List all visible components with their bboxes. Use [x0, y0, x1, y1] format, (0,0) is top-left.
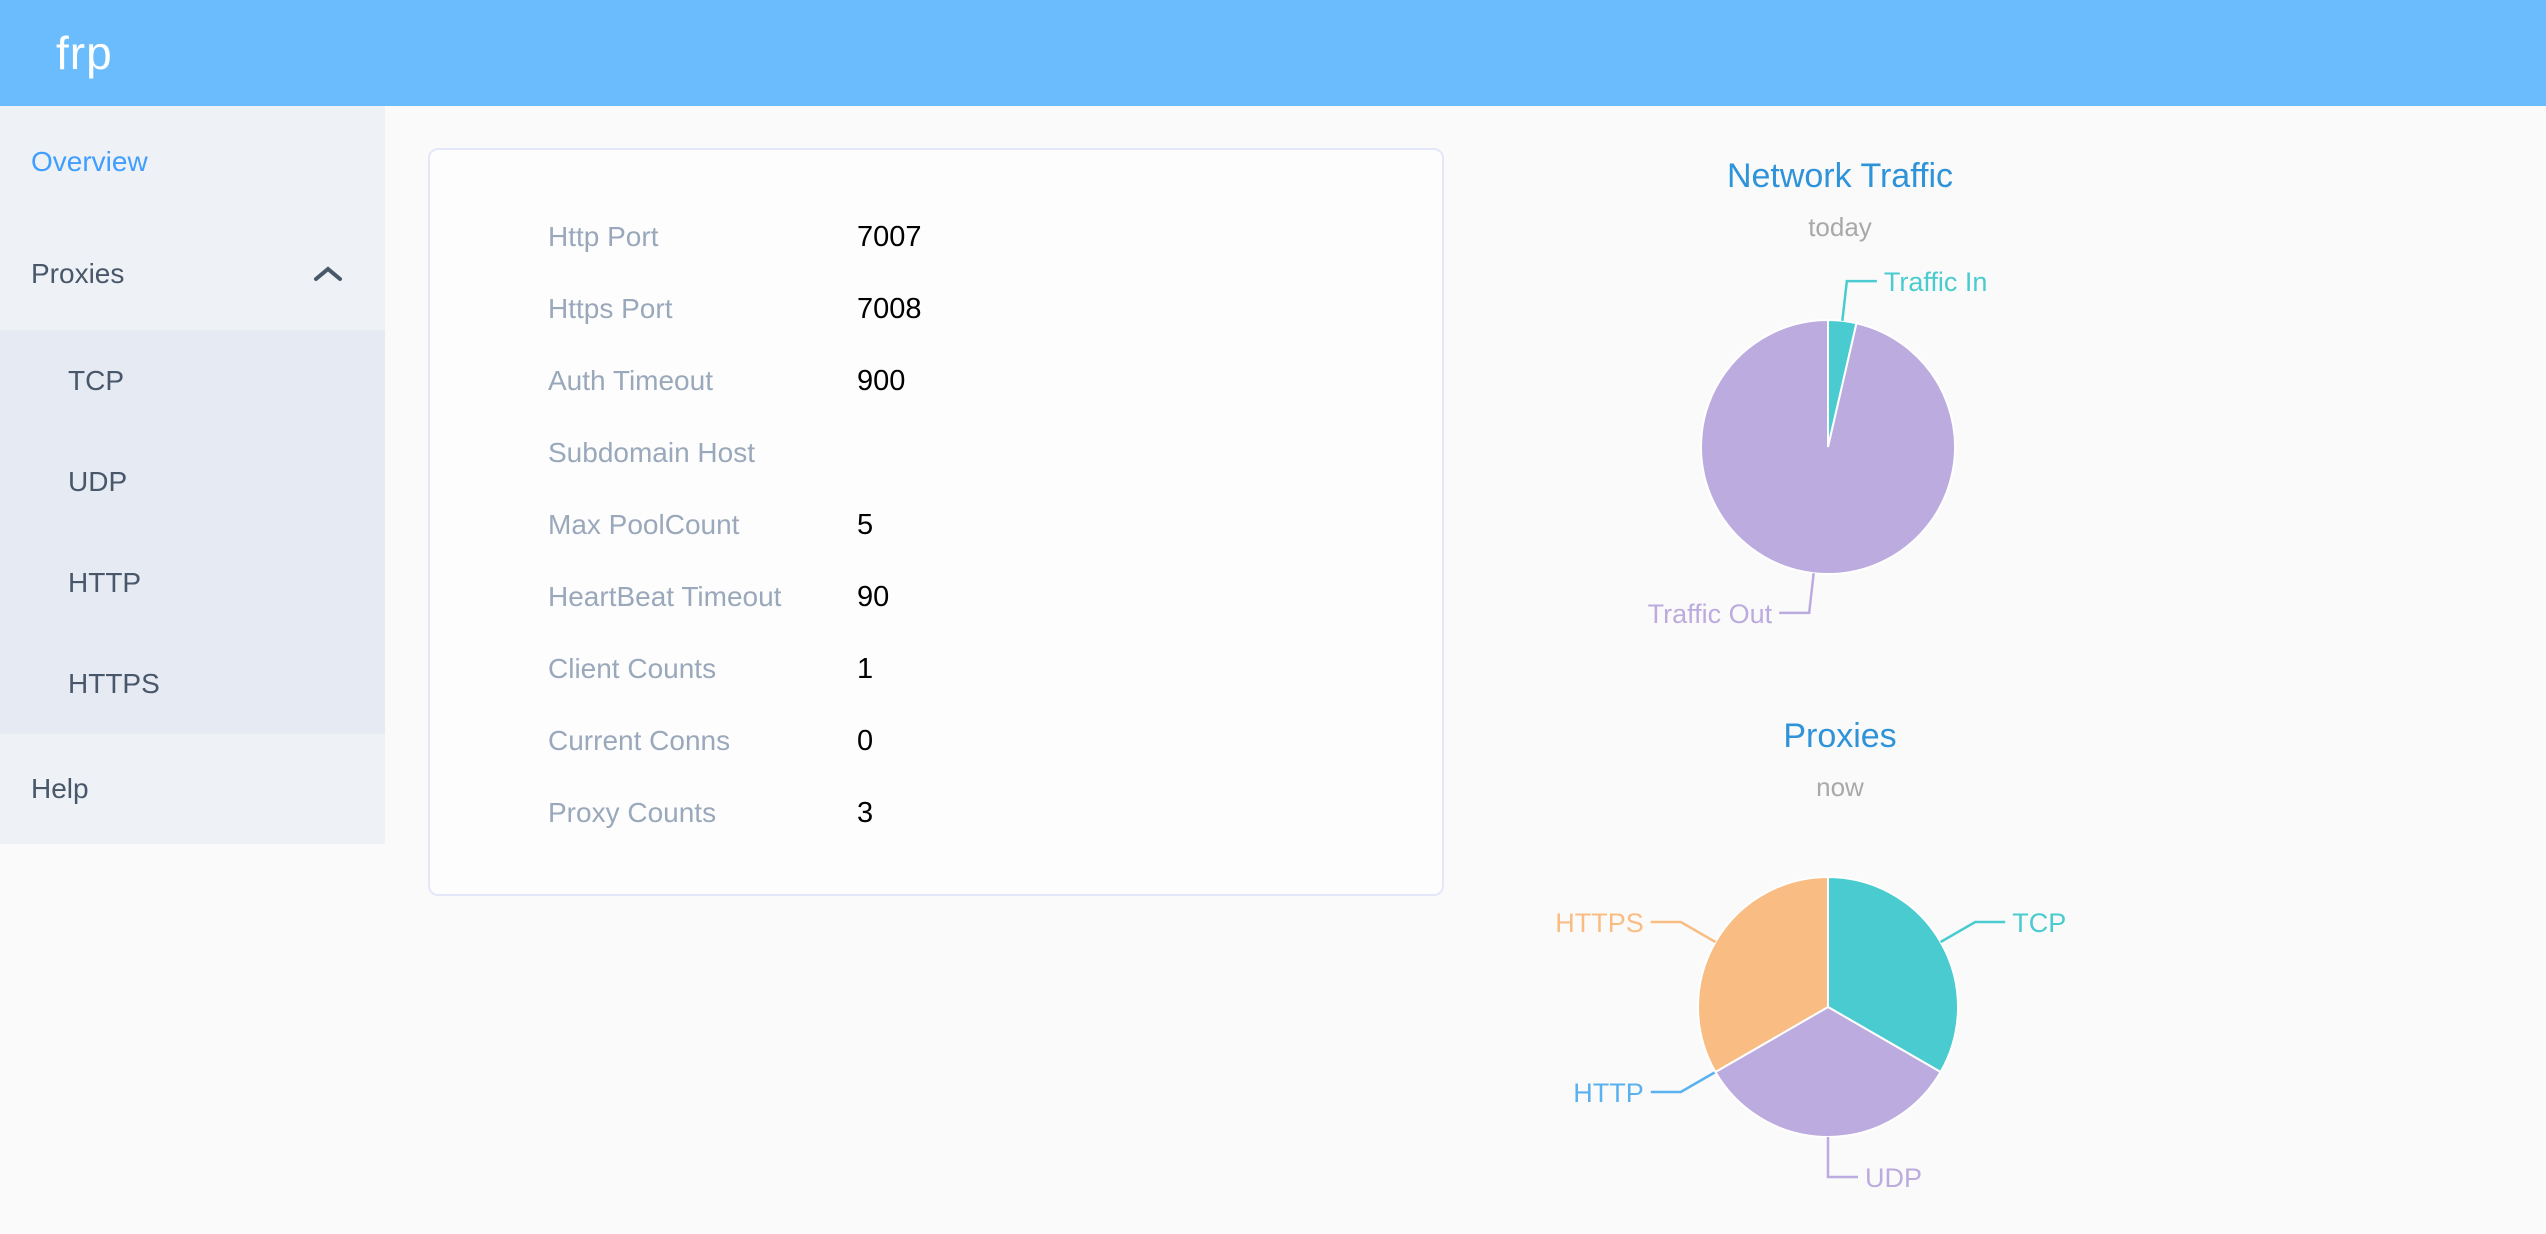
config-row: Current Conns 0 [430, 705, 1442, 777]
traffic-out-slice[interactable] [1700, 318, 1956, 575]
config-row: HeartBeat Timeout 90 [430, 561, 1442, 633]
sidebar-item-label: HTTPS [68, 667, 160, 699]
config-row: Https Port 7008 [430, 273, 1442, 345]
config-row: Subdomain Host [430, 417, 1442, 489]
traffic-out-label-line [1779, 573, 1815, 615]
sidebar-item-label: UDP [68, 465, 128, 497]
config-value: 7008 [857, 292, 922, 325]
https-label-line [1650, 920, 1717, 944]
https-label: HTTPS [1555, 908, 1644, 938]
chevron-up-icon [314, 266, 342, 281]
config-label: Client Counts [548, 653, 717, 684]
chart-subtitle: now [1816, 772, 1864, 802]
sidebar-item-overview[interactable]: Overview [0, 106, 385, 218]
traffic-in-label: Traffic In [1884, 267, 1988, 297]
config-label: Current Conns [548, 725, 731, 756]
tcp-slice[interactable] [1827, 875, 1959, 1074]
config-value: 5 [857, 508, 874, 541]
sidebar-item-udp[interactable]: UDP [0, 431, 385, 532]
traffic-in-label-line [1841, 279, 1877, 321]
config-value: 900 [857, 364, 906, 397]
config-label: HeartBeat Timeout [548, 581, 782, 612]
config-value: 1 [857, 652, 874, 685]
config-label: Proxy Counts [548, 797, 717, 828]
config-rows: Http Port 7007 Https Port 7008 Auth Time… [430, 201, 1442, 849]
udp-label-line [1826, 1137, 1858, 1179]
config-row: Client Counts 1 [430, 633, 1442, 705]
config-value: 0 [857, 724, 874, 757]
http-label: HTTP [1573, 1078, 1644, 1108]
chart-title: Network Traffic [1726, 157, 1954, 195]
sidebar-item-label: Proxies [31, 258, 125, 289]
sidebar-item-https[interactable]: HTTPS [0, 633, 385, 734]
app-header: frp [0, 0, 2546, 106]
sidebar-item-tcp[interactable]: TCP [0, 330, 385, 431]
sidebar-item-proxies[interactable]: Proxies [0, 218, 385, 330]
sidebar-item-label: Overview [31, 146, 148, 177]
udp-slice[interactable] [1714, 1005, 1942, 1138]
proxies-chart: Proxies now TCP UDP HTTP HTTPS [1520, 690, 2160, 1234]
udp-label: UDP [1865, 1163, 1922, 1193]
sidebar-item-label: Help [31, 773, 89, 804]
http-label-line [1650, 1070, 1717, 1094]
sidebar-item-label: TCP [68, 364, 124, 396]
network-traffic-chart: Network Traffic today Traffic In Traffic … [1520, 130, 2160, 665]
sidebar-item-help[interactable]: Help [0, 734, 385, 844]
config-value: 90 [857, 580, 890, 613]
network-traffic-pie[interactable]: Traffic In Traffic Out [1520, 130, 2160, 665]
config-label: Https Port [548, 293, 673, 324]
config-row: Http Port 7007 [430, 201, 1442, 273]
proxies-submenu: TCP UDP HTTP HTTPS [0, 330, 385, 734]
config-row: Proxy Counts 3 [430, 777, 1442, 849]
https-slice[interactable] [1697, 875, 1829, 1074]
chart-subtitle: today [1808, 212, 1872, 242]
config-label: Max PoolCount [548, 509, 740, 540]
sidebar-item-http[interactable]: HTTP [0, 532, 385, 633]
sidebar: Overview Proxies TCP UDP HTTP HTTPS Help [0, 106, 385, 844]
proxies-pie[interactable]: TCP UDP HTTP HTTPS [1520, 690, 2160, 1234]
traffic-out-label: Traffic Out [1648, 599, 1773, 629]
chart-title: Proxies [1783, 717, 1897, 755]
tcp-label-line [1939, 920, 2006, 944]
config-row: Auth Timeout 900 [430, 345, 1442, 417]
config-label: Subdomain Host [548, 437, 756, 468]
config-label: Http Port [548, 221, 659, 252]
config-value: 7007 [857, 220, 922, 253]
config-value: 3 [857, 796, 874, 829]
app-logo: frp [56, 27, 113, 79]
tcp-label: TCP [2012, 908, 2066, 938]
config-row: Max PoolCount 5 [430, 489, 1442, 561]
config-label: Auth Timeout [548, 365, 713, 396]
sidebar-item-label: HTTP [68, 566, 142, 598]
server-config-card: Http Port 7007 Https Port 7008 Auth Time… [428, 148, 1444, 896]
